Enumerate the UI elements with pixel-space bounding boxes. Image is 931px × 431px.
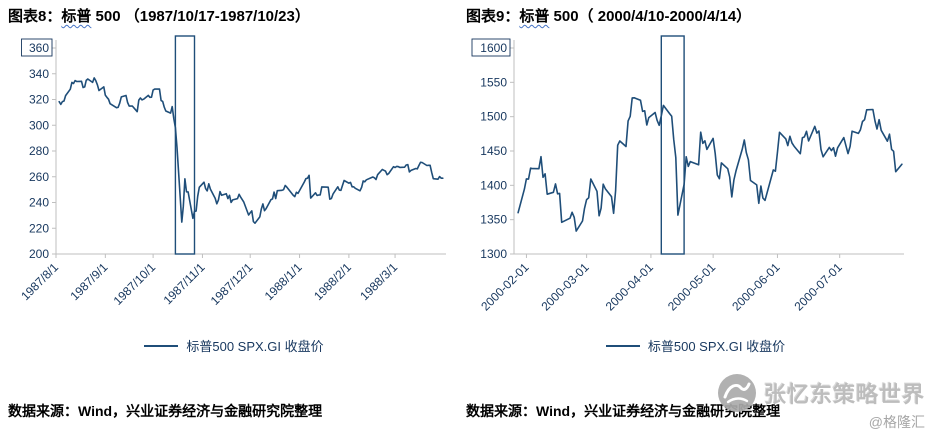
legend-line-swatch [144,344,179,347]
y-tick-label: 1350 [480,213,507,227]
chart-title: 图表9：标普 500（ 2000/4/10-2000/4/14） [466,6,925,32]
max-ytick-box [21,38,53,57]
y-tick-label: 1450 [480,144,507,158]
y-tick-label: 240 [29,196,49,210]
x-tick-label: 1987/11/1 [161,260,208,307]
highlight-box [174,35,196,255]
y-tick-label: 300 [29,118,49,132]
x-tick-label: 2000-03-01 [538,260,592,314]
source-note: 数据来源：Wind，兴业证券经济与金融研究院整理 [466,403,781,419]
chart-title-prefix: 图表9： [466,8,520,25]
watermark-name: 张忆东策略世界 [763,382,925,407]
x-tick-label: 1988/3/1 [357,260,400,303]
chart-title-prefix: 图表8： [8,8,62,25]
legend: 标普500 SPX.GI 收盘价 [466,336,925,355]
x-tick-label: 2000-07-01 [792,260,846,314]
x-tick-label: 1988/2/1 [311,260,354,303]
watermark-handle: @格隆汇 [868,414,925,430]
y-tick-label: 1500 [480,110,507,124]
y-tick-label: 1600 [480,41,507,55]
legend: 标普500 SPX.GI 收盘价 [8,336,460,355]
x-tick-label: 1987/12/1 [208,260,256,308]
y-tick-label: 200 [29,247,49,261]
x-tick-label: 1987/8/1 [18,260,61,303]
y-tick-label: 220 [29,221,49,235]
x-tick-label: 2000-05-01 [665,260,719,314]
legend-line-swatch [605,344,640,347]
price-line [58,77,444,224]
chart-title-wavy-term: 标普 [519,8,550,25]
x-tick-label: 2000-06-01 [729,260,783,314]
price-line [517,97,903,232]
y-tick-label: 340 [29,67,49,81]
max-ytick-box [471,38,511,57]
chart-title-wavy-term: 标普 [61,8,92,25]
panel-chart-9: 图表9：标普 500（ 2000/4/10-2000/4/14） 1300 135… [466,6,925,425]
watermark: 张忆东策略世界 @格隆汇 [717,373,925,431]
gelonghui-logo-icon [717,374,756,412]
y-tick-label: 260 [29,170,49,184]
x-tick-label: 2000-02-01 [478,260,532,314]
watermark-row: 张忆东策略世界 [717,373,925,413]
y-tick-label: 1300 [480,247,507,261]
source-note: 数据来源：Wind，兴业证券经济与金融研究院整理 [8,403,323,419]
chart-title-rest: 500 （1987/10/17-1987/10/23） [91,8,310,25]
legend-label: 标普500 SPX.GI 收盘价 [186,339,324,354]
y-tick-label: 1400 [480,178,507,192]
y-tick-label: 320 [29,93,49,107]
x-tick-label: 2000-04-01 [603,260,657,314]
x-tick-label: 1988/1/1 [262,260,305,303]
y-tick-label: 280 [29,144,49,158]
x-tick-label: 1987/10/1 [111,260,159,308]
y-tick-label: 1550 [480,75,507,89]
panel-chart-8: 图表8：标普 500 （1987/10/17-1987/10/23） 200 22… [8,6,460,425]
legend-label: 标普500 SPX.GI 收盘价 [647,339,786,354]
chart-title-rest: 500（ 2000/4/10-2000/4/14） [549,8,752,25]
x-tick-label: 1987/9/1 [68,260,111,303]
chart-title: 图表8：标普 500 （1987/10/17-1987/10/23） [8,6,460,32]
y-tick-label: 360 [29,41,49,55]
highlight-box [660,35,685,255]
